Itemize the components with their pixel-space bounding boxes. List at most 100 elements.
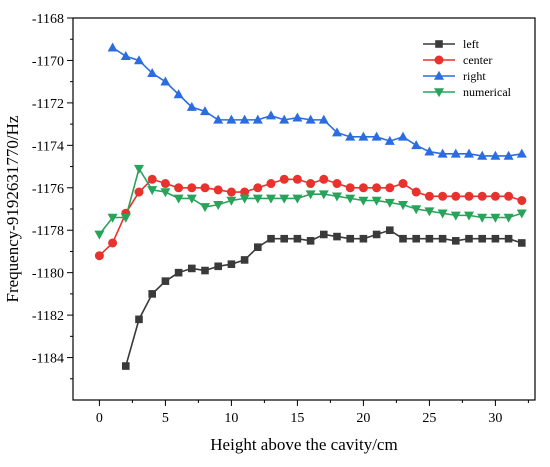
data-point-left [465, 234, 473, 243]
data-point-left [399, 234, 407, 243]
data-point-numerical [200, 203, 210, 213]
data-point-right [266, 110, 276, 120]
data-point-center [147, 174, 157, 184]
data-point-left [425, 234, 434, 243]
y-tick-label: -1172 [32, 97, 64, 112]
data-point-numerical [411, 205, 422, 215]
data-point-right [239, 114, 250, 124]
data-point-numerical [358, 196, 369, 206]
data-point-right [384, 135, 395, 145]
data-point-left [491, 234, 500, 243]
data-point-numerical [252, 194, 263, 204]
legend-label-right: right [463, 69, 486, 83]
data-point-center [464, 191, 474, 201]
y-tick-label: -1184 [32, 352, 64, 367]
data-point-center [292, 174, 302, 184]
data-point-right [450, 148, 461, 158]
data-point-center [160, 179, 170, 189]
data-point-center [187, 183, 197, 193]
x-tick-label: 15 [290, 411, 304, 426]
data-point-center [279, 174, 289, 184]
x-tick-label: 30 [488, 411, 502, 426]
data-point-left [214, 262, 222, 271]
data-point-right [516, 148, 527, 158]
data-point-numerical [173, 194, 184, 204]
data-point-center [411, 187, 421, 197]
series-line-right [112, 47, 522, 157]
data-point-numerical [345, 194, 356, 204]
data-point-left [478, 234, 486, 243]
data-point-right [147, 67, 158, 77]
data-point-numerical [94, 230, 105, 240]
data-point-center [517, 196, 527, 206]
data-point-numerical [318, 190, 329, 200]
data-point-numerical [371, 196, 382, 206]
x-tick-label: 20 [356, 411, 370, 426]
series-lines [98, 47, 523, 367]
data-point-left [333, 232, 341, 241]
legend-label-numerical: numerical [463, 85, 512, 99]
legend-marker-left [435, 40, 443, 48]
data-point-right [305, 114, 316, 124]
x-tick-label: 10 [224, 411, 238, 426]
data-point-numerical [384, 198, 395, 208]
data-point-right [424, 146, 435, 156]
data-point-numerical [490, 213, 501, 223]
data-point-right [437, 148, 448, 158]
data-point-center [477, 191, 487, 201]
y-tick-label: -1170 [32, 54, 64, 69]
data-point-right [252, 114, 263, 124]
data-point-right [503, 150, 514, 160]
data-point-numerical [516, 209, 527, 219]
data-point-right [160, 76, 171, 86]
y-tick-label: -1174 [32, 139, 64, 154]
data-point-left [346, 234, 354, 243]
data-point-center [438, 191, 448, 201]
data-point-left [386, 226, 394, 235]
data-point-left [161, 277, 170, 285]
data-point-right [371, 131, 382, 141]
series-markers [94, 42, 527, 370]
y-tick-label: -1168 [32, 12, 64, 27]
data-point-numerical [292, 194, 303, 204]
data-point-center [358, 183, 368, 193]
data-point-center [240, 187, 250, 197]
data-point-right [411, 140, 422, 150]
data-point-numerical [239, 194, 250, 204]
data-point-numerical [134, 164, 144, 174]
data-point-left [438, 234, 447, 243]
data-point-center [424, 191, 434, 201]
data-point-right [107, 42, 118, 52]
series-line-left [125, 229, 523, 367]
data-point-right [345, 131, 356, 141]
data-point-left [320, 230, 328, 239]
legend-marker-right [434, 70, 444, 80]
y-tick-label: -1180 [32, 267, 64, 282]
data-point-right [186, 101, 197, 111]
data-point-numerical [266, 194, 276, 204]
data-point-left [306, 237, 315, 245]
data-point-right [490, 150, 501, 160]
data-point-right [173, 89, 184, 99]
data-point-numerical [279, 194, 290, 204]
legend-marker-center [434, 55, 444, 65]
data-point-right [292, 112, 303, 122]
data-point-right [398, 131, 408, 141]
data-point-left [293, 234, 302, 243]
data-point-center [372, 183, 382, 193]
data-point-center [213, 185, 223, 195]
data-point-right [226, 114, 237, 124]
tick-labels: 0 5 10 15 20 25 30 -1184 -1182 -1180 -1178 -1176 -11… [32, 12, 503, 426]
data-point-numerical [186, 194, 197, 204]
data-point-center [319, 174, 329, 184]
data-point-center [490, 191, 500, 201]
data-point-numerical [120, 213, 131, 223]
data-point-left [122, 362, 130, 370]
data-point-numerical [160, 188, 171, 198]
data-point-left [188, 264, 196, 273]
data-point-numerical [477, 213, 488, 223]
x-tick-label: 25 [422, 411, 436, 426]
data-point-center [266, 179, 276, 189]
data-point-numerical [424, 207, 435, 217]
legend-label-left: left [463, 37, 480, 51]
